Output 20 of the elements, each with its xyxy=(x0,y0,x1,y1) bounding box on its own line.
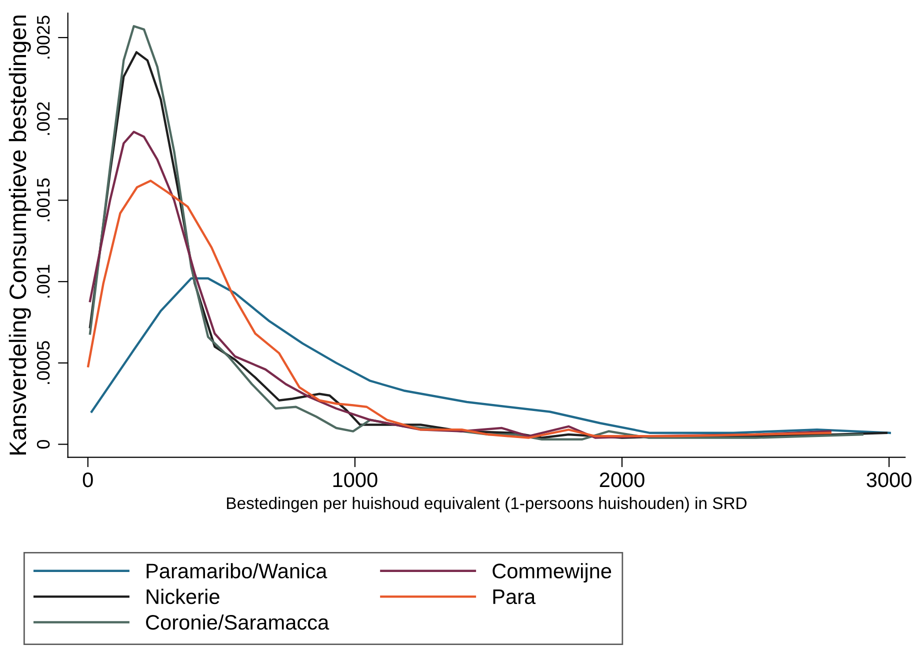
y-tick-label: .002 xyxy=(36,102,50,135)
legend-label: Para xyxy=(493,590,536,604)
y-tick-label: .0005 xyxy=(36,341,50,384)
line-series xyxy=(88,130,832,439)
x-tick-label: 2000 xyxy=(600,472,644,488)
line-series xyxy=(87,180,832,439)
line-series xyxy=(90,277,891,434)
x-tick-label: 0 xyxy=(82,472,93,488)
x-tick-label: 1000 xyxy=(333,472,378,488)
y-tick-label: .0025 xyxy=(36,16,50,59)
x-tick-label: 3000 xyxy=(866,472,912,488)
y-axis-title: Kansverdeling Consumptieve bestedingen xyxy=(8,16,31,454)
y-tick-label: 0 xyxy=(36,440,50,449)
legend-label: Nickerie xyxy=(146,588,220,604)
x-axis-title: Bestedingen per huishoud equivalent (1-persoons huishouden) in SRD xyxy=(227,496,747,512)
legend-label: Commewijne xyxy=(492,563,612,583)
legend-label: Coronie/Saramacca xyxy=(146,614,330,630)
legend-label: Paramaribo/Wanica xyxy=(146,563,328,578)
y-tick-label: .001 xyxy=(36,264,50,298)
y-tick-label: .0015 xyxy=(36,178,50,222)
